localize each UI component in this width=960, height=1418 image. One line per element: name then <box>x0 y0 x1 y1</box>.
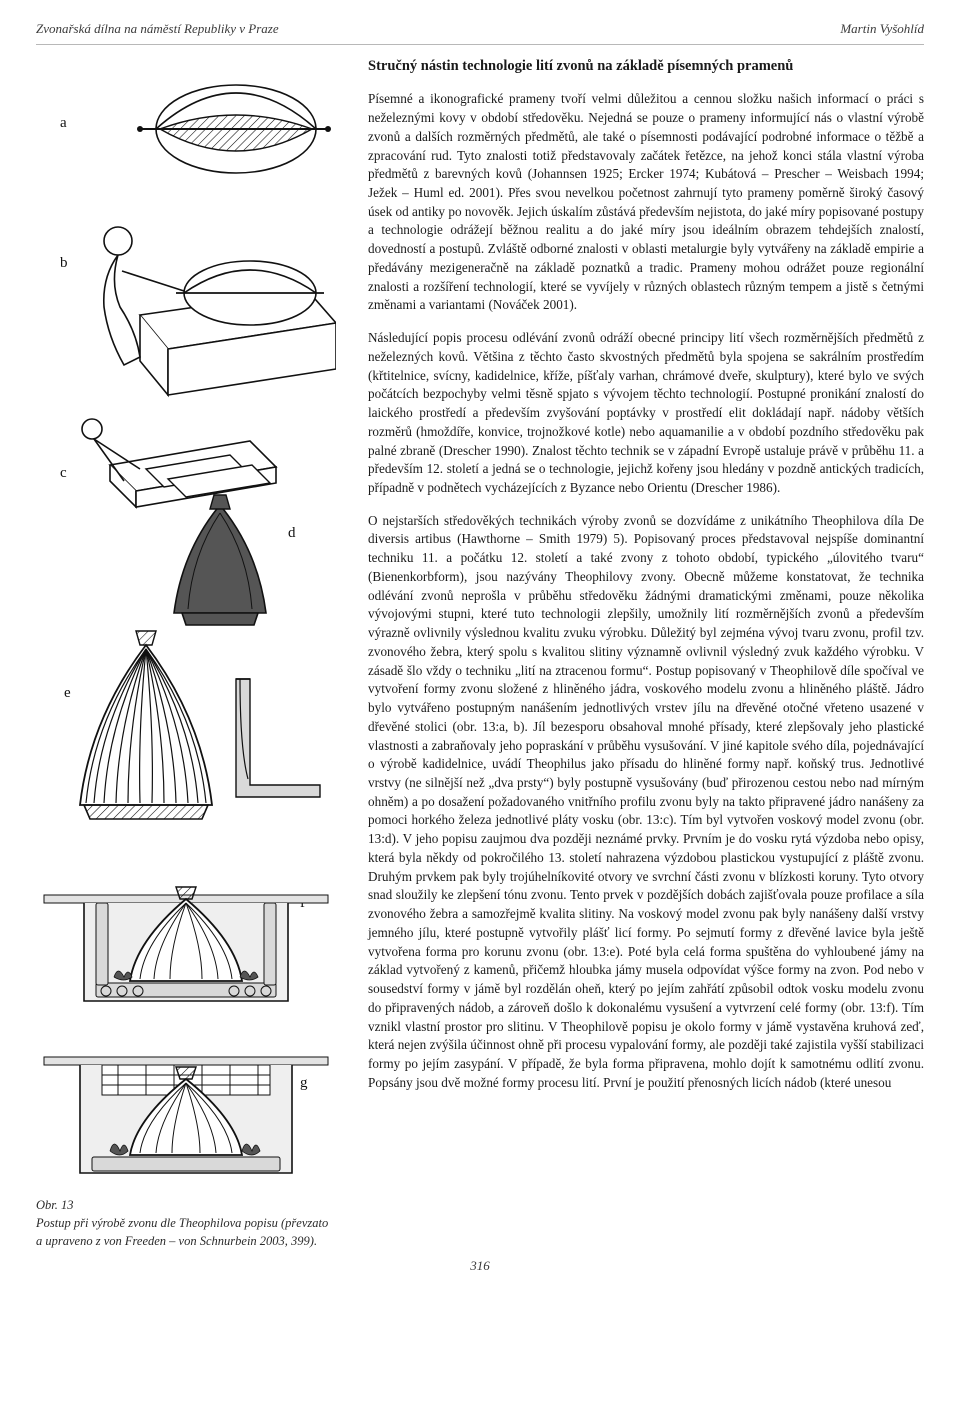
figure-label-a: a <box>60 115 67 131</box>
figure-caption-label: Obr. 13 <box>36 1198 74 1212</box>
body-paragraph-2: Následující popis procesu odlévání zvonů… <box>368 329 924 498</box>
figure-caption-text: Postup při výrobě zvonu dle Theophilova … <box>36 1216 328 1248</box>
panel-d <box>174 495 266 625</box>
running-head-right: Martin Vyšohlíd <box>840 20 924 38</box>
panel-b <box>104 227 336 395</box>
figure-column: a b <box>36 57 336 1250</box>
page-number: 316 <box>36 1257 924 1275</box>
panel-f <box>44 887 328 1001</box>
panel-e <box>80 631 320 819</box>
figure-13-svg: a b <box>36 57 336 1187</box>
body-paragraph-3: O nejstarších středověkých technikách vý… <box>368 512 924 1093</box>
running-head-left: Zvonařská dílna na náměstí Republiky v P… <box>36 20 279 38</box>
panel-c <box>82 419 276 507</box>
two-column-layout: a b <box>36 57 924 1250</box>
figure-label-d: d <box>288 525 296 541</box>
body-paragraph-1: Písemné a ikonografické prameny tvoří ve… <box>368 90 924 315</box>
figure-label-e: e <box>64 685 71 701</box>
running-head: Zvonařská dílna na náměstí Republiky v P… <box>36 20 924 45</box>
figure-label-g: g <box>300 1075 308 1091</box>
figure-label-b: b <box>60 255 68 271</box>
text-column: Stručný nástin technologie lití zvonů na… <box>368 57 924 1250</box>
figure-caption: Obr. 13 Postup při výrobě zvonu dle Theo… <box>36 1197 336 1250</box>
figure-label-c: c <box>60 465 67 481</box>
page: Zvonařská dílna na náměstí Republiky v P… <box>0 0 960 1303</box>
panel-a <box>137 85 331 173</box>
panel-g <box>44 1057 328 1173</box>
section-heading: Stručný nástin technologie lití zvonů na… <box>368 57 924 76</box>
